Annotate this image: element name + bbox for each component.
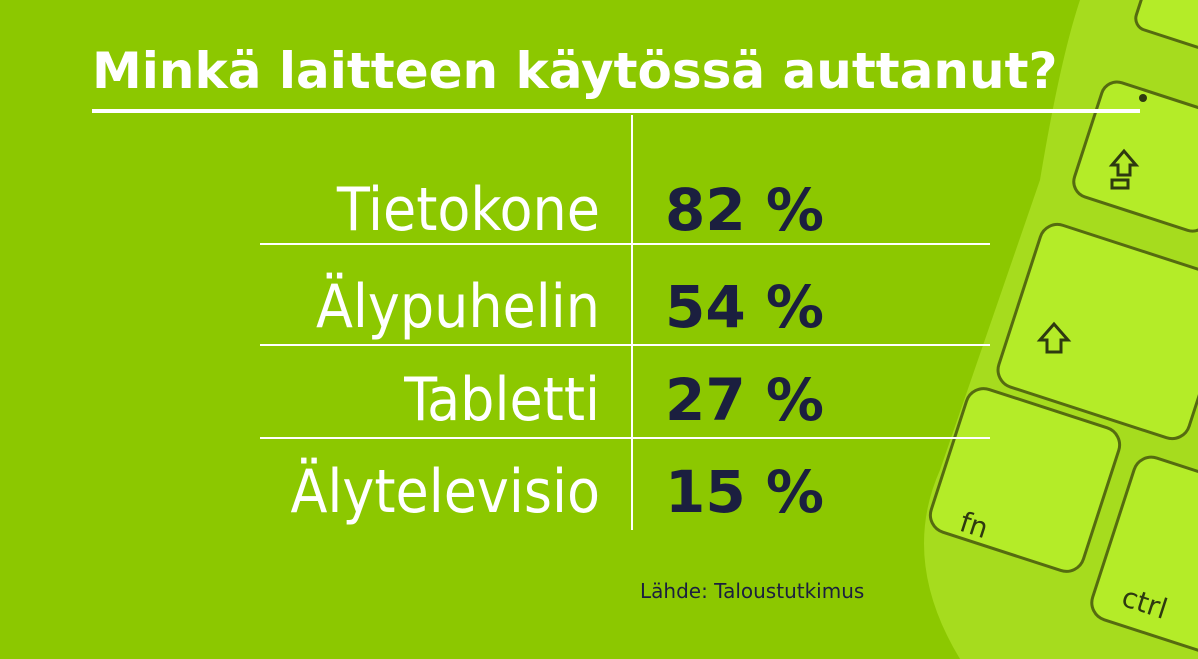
keyboard: fn ctrl bbox=[924, 0, 1198, 659]
share-value: 15 % bbox=[665, 458, 824, 526]
shift-icon bbox=[1108, 148, 1140, 177]
device-label: Älypuhelin bbox=[316, 271, 600, 342]
indicator bbox=[1139, 94, 1147, 102]
share-value: 27 % bbox=[665, 366, 824, 434]
caps-icon bbox=[1110, 178, 1130, 190]
title: Minkä laitteen käytössä auttanut? bbox=[92, 42, 1057, 100]
shift-icon bbox=[1036, 321, 1072, 354]
key bbox=[1090, 455, 1198, 655]
device-label: Älytelevisio bbox=[290, 456, 600, 527]
key bbox=[1134, 0, 1198, 50]
share-value: 54 % bbox=[665, 273, 824, 341]
device-label: Tietokone bbox=[336, 175, 600, 245]
share-value: 82 % bbox=[665, 176, 824, 244]
source: Lähde: Taloustutkimus bbox=[640, 579, 864, 603]
key bbox=[1072, 80, 1198, 233]
key bbox=[996, 222, 1198, 441]
table: Tietokone 82 % Älypuhelin 54 % Tabletti 27 % Ä… bbox=[260, 175, 990, 527]
key bbox=[928, 387, 1122, 573]
device-label: Tabletti bbox=[403, 365, 600, 435]
